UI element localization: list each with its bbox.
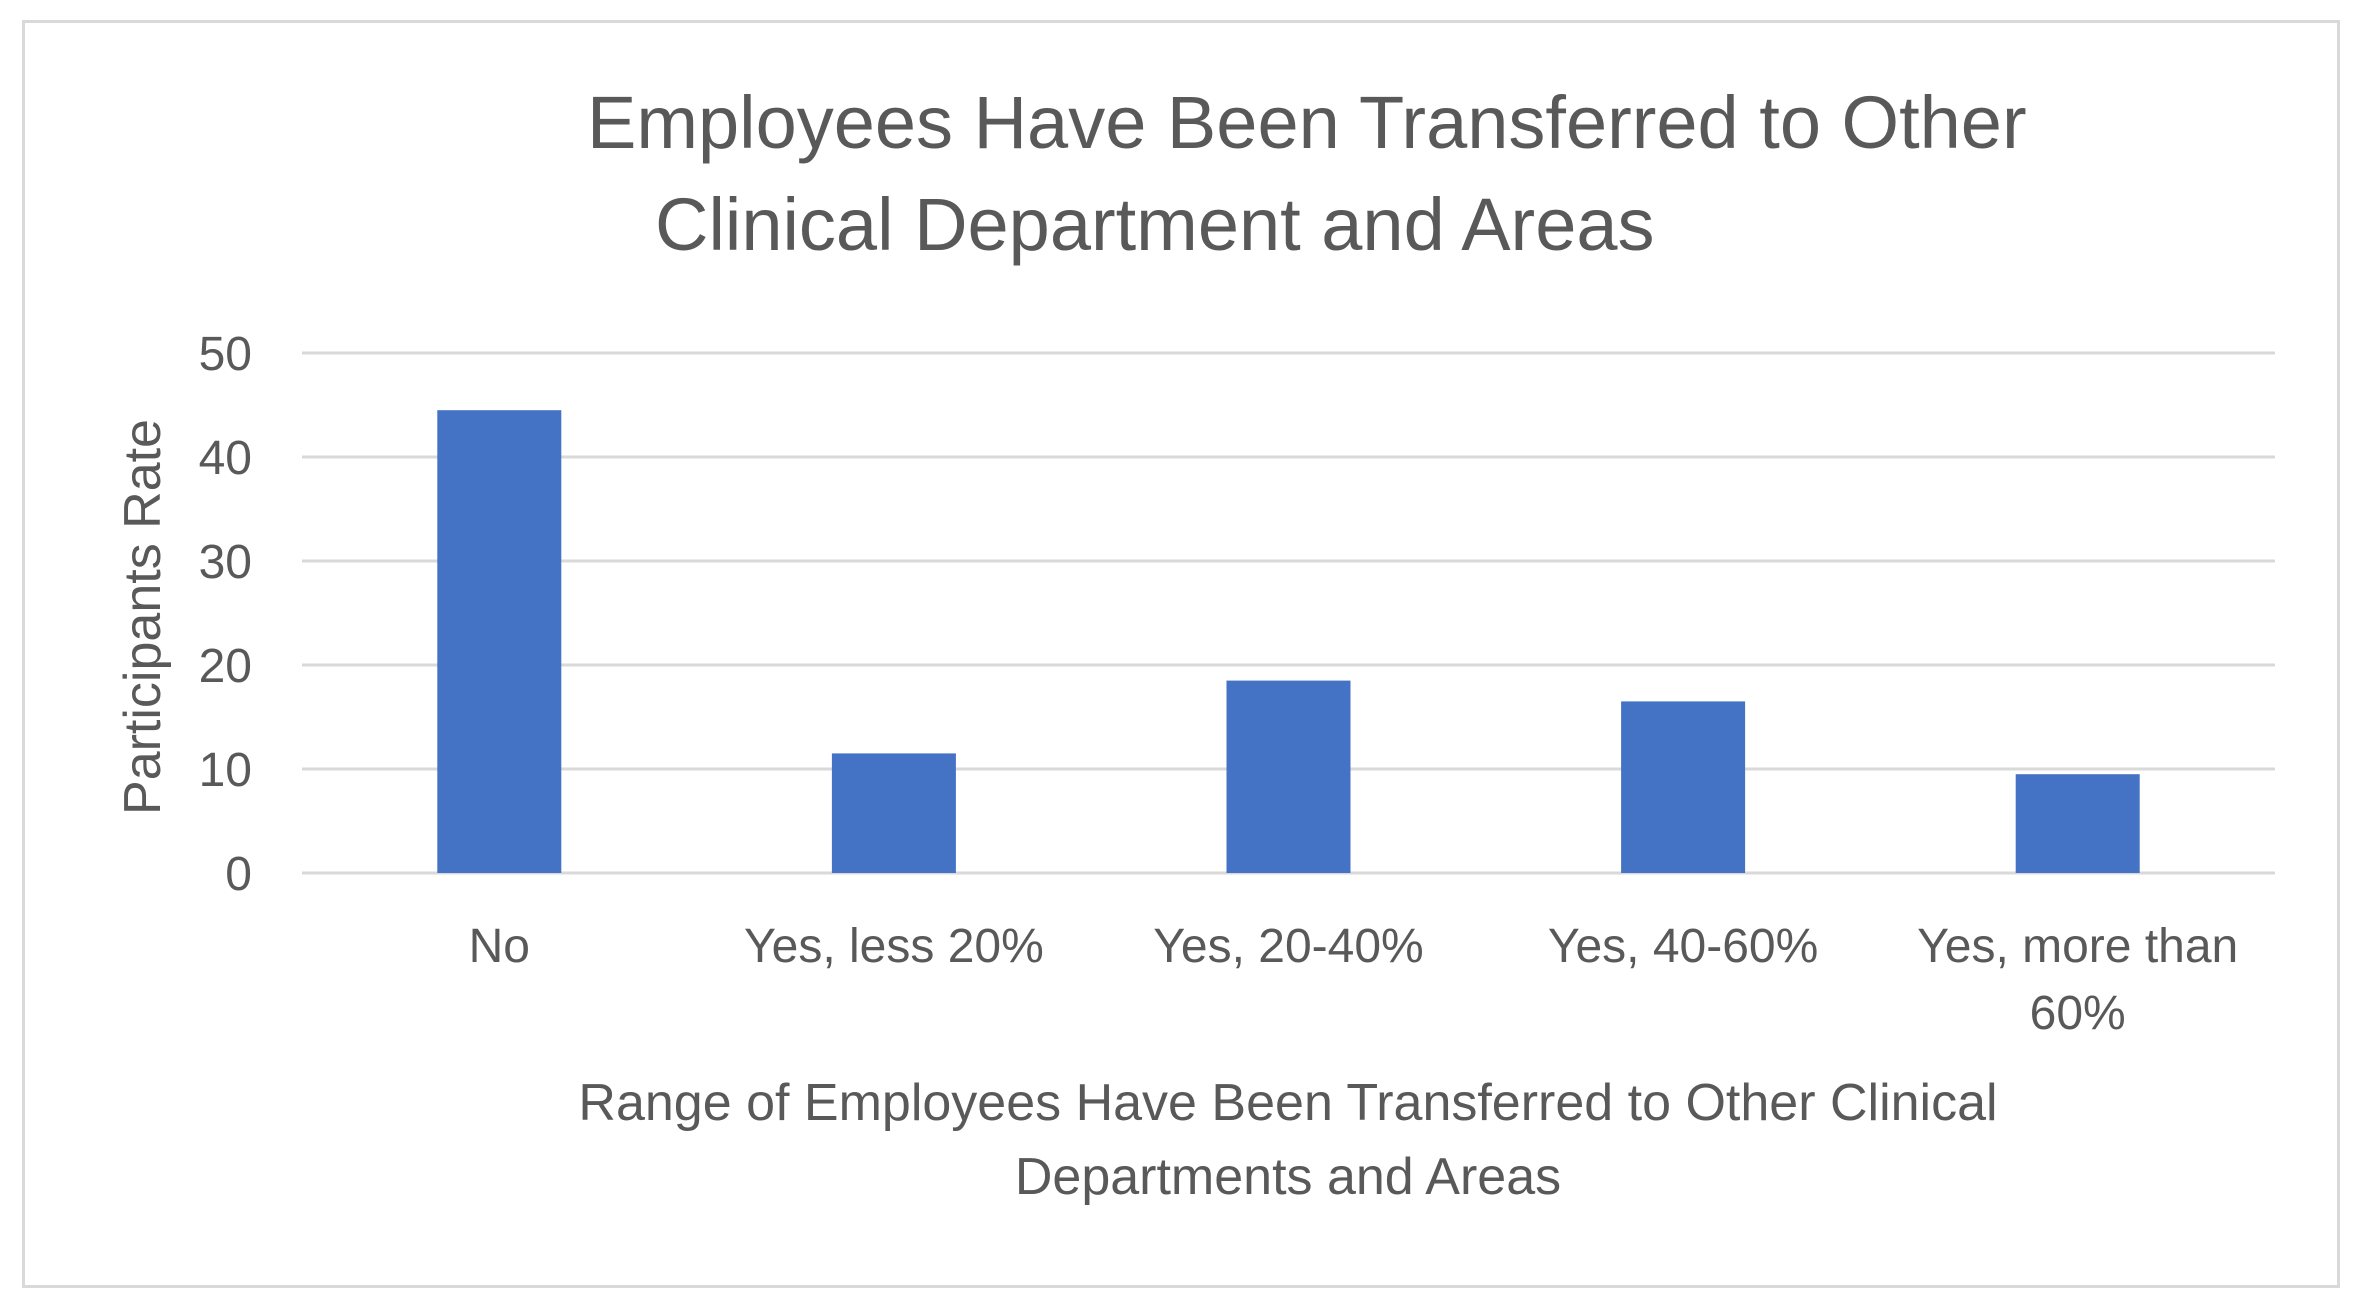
- y-tick-label: 0: [225, 848, 252, 901]
- y-tick-labels: 0 10 20 30 40 50: [199, 328, 252, 901]
- x-tick-label: No: [469, 920, 530, 973]
- bars: [437, 410, 2140, 873]
- x-tick-label: Yes, more than 60%: [1917, 920, 2238, 1040]
- bar: [2015, 774, 2140, 873]
- chart-frame: [22, 20, 2340, 1288]
- y-tick-label: 40: [199, 432, 252, 485]
- y-tick-label: 10: [199, 744, 252, 797]
- bar: [1226, 680, 1351, 873]
- gridlines: [302, 351, 2275, 875]
- bar: [831, 753, 956, 873]
- y-tick-label: 20: [199, 640, 252, 693]
- x-axis-title: Range of Employees Have Been Transferred…: [578, 1074, 1997, 1206]
- bar: [1621, 701, 1746, 873]
- y-axis-title-text: Participants Rate: [114, 419, 172, 815]
- y-tick-label: 50: [199, 328, 252, 381]
- x-tick-label: Yes, less 20%: [744, 920, 1044, 973]
- y-axis-title: Participants Rate: [114, 419, 172, 815]
- x-tick-label: Yes, 40-60%: [1548, 920, 1818, 973]
- x-tick-labels: No Yes, less 20% Yes, 20-40% Yes, 40-60% Yes…: [469, 920, 2239, 1040]
- bar: [437, 410, 562, 873]
- chart-title: Employees Have Been Transferred to Other…: [587, 81, 2027, 266]
- chart-title-line: Clinical Department and Areas: [655, 183, 1655, 266]
- x-tick-label: Yes, 20-40%: [1153, 920, 1423, 973]
- y-tick-label: 30: [199, 536, 252, 589]
- x-axis-title-text: Range of Employees Have Been Transferred…: [578, 1074, 1997, 1206]
- chart-title-line: Employees Have Been Transferred to Other: [587, 81, 2027, 164]
